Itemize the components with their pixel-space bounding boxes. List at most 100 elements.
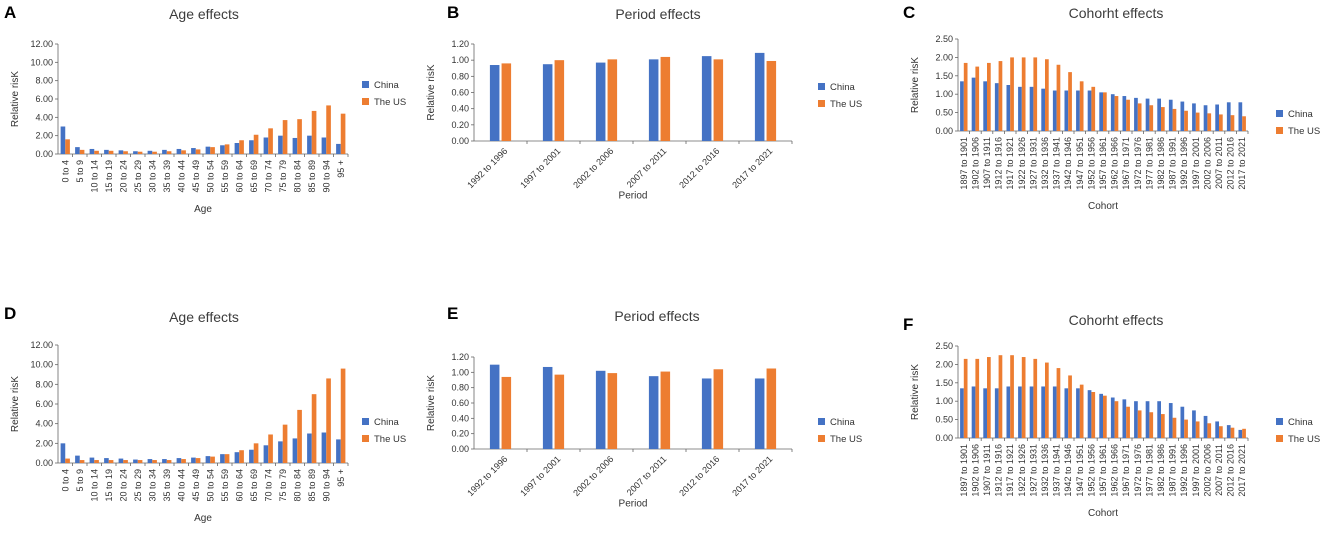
bar-us-18 [1172,417,1177,438]
bar-china-13 [249,449,254,463]
x-tick-label: 1917 to 1921 [1005,444,1015,497]
bar-china-4 [701,378,712,449]
x-tick-label: 2017 to 2021 [730,454,774,498]
x-tick-label: 1927 to 1931 [1028,137,1038,190]
bar-us-23 [1230,427,1235,438]
bar-china-7 [1041,88,1045,131]
x-tick-label: 5 to 9 [75,469,85,492]
x-tick-label: 1932 to 1936 [1040,444,1050,497]
bar-china-12 [234,452,240,463]
bar-china-12 [234,143,240,154]
bar-china-3 [648,376,659,449]
x-tick-label: 1972 to 1976 [1133,137,1143,190]
x-tick-label: 1962 to 1966 [1110,137,1120,190]
bar-china-12 [1099,393,1103,438]
x-axis-label: Cohort [1088,508,1118,519]
x-tick-label: 1967 to 1971 [1121,444,1131,497]
x-tick-label: 2012 to 2016 [677,454,721,498]
x-tick-label: 1907 to 1911 [982,137,992,189]
bar-us-4 [713,59,724,141]
y-tick-label: 0.20 [451,120,469,130]
bar-china-24 [1238,102,1243,131]
bar-china-4 [118,458,124,463]
x-tick-label: 45 to 49 [191,469,201,502]
bar-us-0 [963,358,968,438]
y-tick-label: 0.00 [451,136,469,146]
bar-china-19 [336,439,341,463]
bar-us-2 [987,357,991,438]
bar-us-2 [987,62,991,131]
bar-us-8 [1056,64,1061,131]
bar-china-3 [648,59,659,141]
bar-china-11 [220,145,225,154]
bar-us-21 [1207,423,1212,438]
bar-us-13 [253,134,259,154]
x-tick-label: 1902 to 1906 [970,444,980,497]
chart-panel-e: E Period effects 0.00 0.20 0.40 0.60 0.80 1.00 1… [426,304,862,509]
bar-us-3 [998,355,1003,438]
y-tick-label: 1.00 [451,367,469,377]
y-tick-label: 2.00 [35,438,53,448]
y-tick-label: 6.00 [35,399,53,409]
legend-label-us: The US [830,434,862,445]
x-tick-label: 1897 to 1901 [959,137,969,190]
panel-label: E [447,304,458,323]
y-tick-label: 0.00 [35,458,53,468]
bar-china-16 [292,137,298,154]
legend-swatch-us [362,435,369,442]
bar-china-18 [1168,99,1173,131]
bar-china-3 [994,83,999,131]
y-tick-label: 1.00 [935,396,953,406]
bar-china-6 [1029,386,1034,438]
bar-china-7 [162,459,167,463]
bar-china-9 [1064,388,1069,438]
legend-label-us: The US [374,97,406,108]
bar-china-4 [1006,386,1011,438]
x-tick-label: 1992 to 1996 [1179,137,1189,190]
bar-us-19 [1184,110,1188,131]
x-tick-label: 55 to 59 [220,160,230,193]
x-tick-label: 40 to 44 [176,469,186,502]
bar-china-23 [1226,102,1231,131]
legend-label-us: The US [374,434,406,445]
legend-label-us: The US [830,99,862,110]
bar-china-14 [263,445,269,463]
bar-us-12 [1103,92,1107,131]
bar-us-21 [1207,113,1212,131]
bar-us-6 [1033,358,1038,438]
bar-china-16 [1145,401,1150,438]
y-tick-label: 10.00 [30,360,53,370]
bar-us-13 [253,443,259,463]
bar-china-21 [1203,105,1208,131]
y-tick-label: 0.50 [935,415,953,425]
x-tick-label: 95 + [336,469,346,487]
legend-swatch-china [818,83,825,90]
legend-swatch-china [362,81,369,88]
bar-china-14 [1122,399,1127,438]
y-tick-label: 1.50 [935,378,953,388]
panel-label: B [447,3,459,22]
x-tick-label: 1952 to 1956 [1086,137,1096,190]
bar-china-0 [60,126,66,154]
bar-china-13 [1110,397,1115,438]
y-tick-label: 8.00 [35,76,53,86]
bar-china-1 [971,77,976,131]
panel-label: F [903,315,913,334]
bar-china-17 [1157,401,1161,438]
bar-us-10 [210,147,215,154]
x-tick-label: 2007 to 2011 [1214,137,1224,189]
y-tick-label: 2.50 [935,341,953,351]
bar-china-15 [278,441,283,463]
bar-us-7 [166,151,172,154]
legend-label-china: China [830,82,856,93]
chart-title: Age effects [169,6,239,22]
bar-china-23 [1226,425,1231,438]
legend-swatch-china [818,418,825,425]
bar-china-22 [1215,421,1219,438]
y-tick-label: 1.00 [451,55,469,65]
bar-us-23 [1230,115,1235,131]
bar-us-2 [94,150,99,154]
y-tick-label: 4.00 [35,112,53,122]
bar-china-5 [754,52,765,142]
bar-china-17 [1157,98,1161,131]
